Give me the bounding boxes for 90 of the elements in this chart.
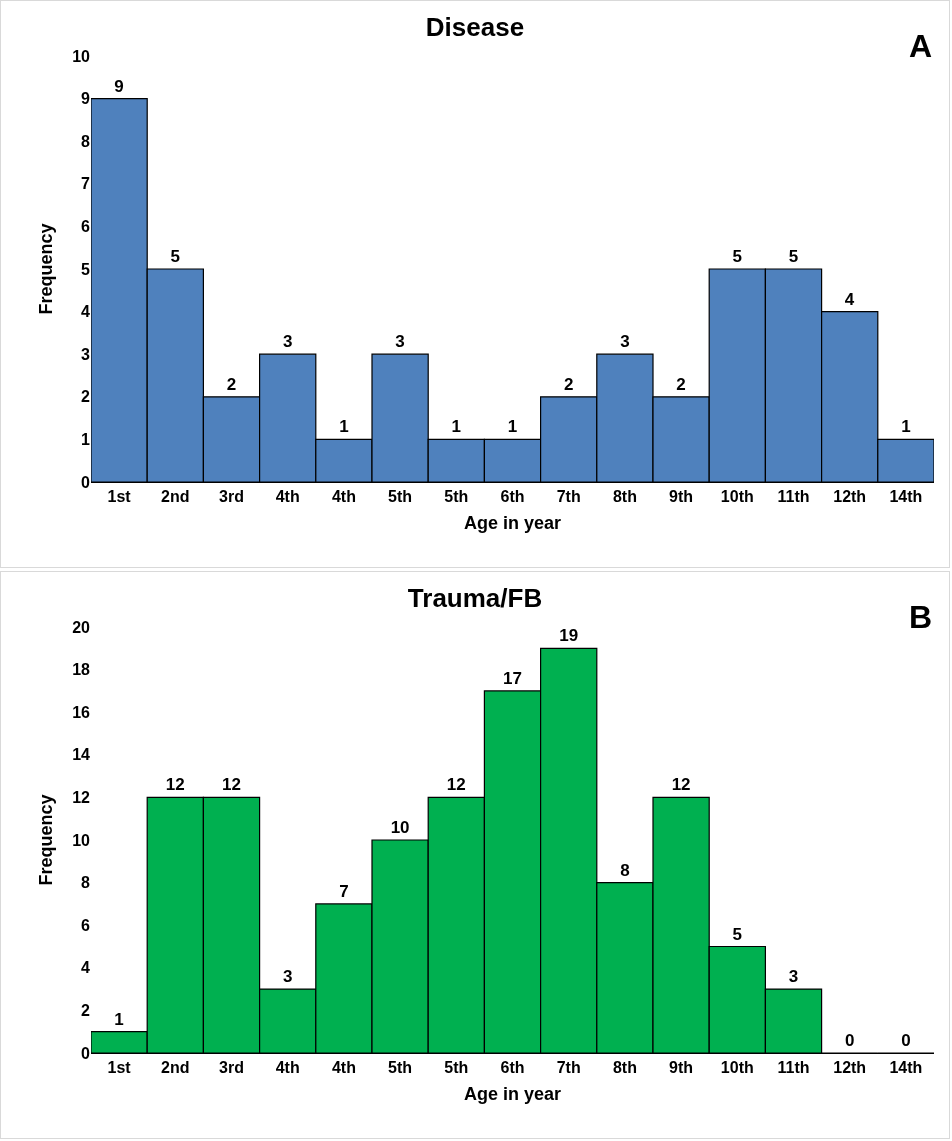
y-tick-label: 8 bbox=[81, 874, 91, 892]
chart-title: Trauma/FB bbox=[407, 583, 543, 614]
y-tick-label: 4 bbox=[81, 959, 91, 977]
data-label: 3 bbox=[620, 332, 630, 352]
x-tick-label: 4th bbox=[331, 1059, 356, 1077]
x-tick-label: 5th bbox=[444, 488, 469, 506]
y-tick-label: 18 bbox=[72, 661, 91, 679]
data-label: 0 bbox=[844, 1031, 855, 1050]
y-tick-label: 7 bbox=[81, 175, 91, 193]
data-label: 5 bbox=[170, 247, 181, 266]
chart-title: Disease bbox=[425, 12, 525, 43]
data-label: 12 bbox=[446, 775, 466, 795]
data-label: 9 bbox=[114, 76, 124, 96]
x-axis-title: Age in year bbox=[463, 1084, 562, 1105]
y-tick-label: 14 bbox=[72, 746, 91, 764]
data-label: 1 bbox=[507, 417, 518, 437]
y-tick-label: 10 bbox=[72, 47, 91, 65]
data-label: 2 bbox=[563, 374, 574, 394]
y-tick-label: 9 bbox=[81, 90, 91, 108]
data-label: 5 bbox=[732, 247, 743, 266]
data-label: 7 bbox=[339, 881, 349, 901]
x-tick-label: 12th bbox=[833, 1059, 867, 1077]
data-label: 8 bbox=[620, 860, 630, 880]
x-tick-label: 7th bbox=[556, 1059, 581, 1077]
y-tick-label: 2 bbox=[81, 1002, 91, 1019]
x-tick-label: 5th bbox=[388, 1059, 413, 1077]
data-label: 12 bbox=[165, 775, 185, 795]
data-label: 3 bbox=[395, 332, 405, 352]
x-tick-label: 3rd bbox=[219, 488, 244, 506]
x-tick-label: 6th bbox=[500, 488, 525, 506]
x-tick-label: 8th bbox=[612, 488, 637, 506]
data-label: 2 bbox=[226, 374, 237, 394]
data-label: 1 bbox=[451, 417, 462, 437]
x-tick-label: 11th bbox=[777, 1059, 810, 1077]
x-tick-label: 10th bbox=[720, 488, 754, 506]
x-tick-label: 5th bbox=[388, 488, 413, 506]
x-tick-label: 4th bbox=[331, 488, 356, 506]
y-tick-label: 5 bbox=[81, 260, 91, 278]
x-tick-label: 6th bbox=[500, 1059, 525, 1077]
y-tick-label: 0 bbox=[81, 473, 91, 491]
data-label: 1 bbox=[114, 1009, 124, 1029]
x-tick-label: 9th bbox=[669, 1059, 694, 1077]
x-tick-label: 14th bbox=[889, 1059, 923, 1077]
x-tick-label: 12th bbox=[833, 488, 867, 506]
y-axis-title: Frequency bbox=[36, 223, 57, 315]
y-tick-label: 10 bbox=[72, 831, 91, 849]
x-tick-label: 8th bbox=[612, 1059, 637, 1077]
y-tick-label: 2 bbox=[81, 388, 91, 406]
x-tick-label: 2nd bbox=[161, 488, 190, 506]
data-label: 10 bbox=[390, 818, 410, 837]
y-tick-label: 16 bbox=[72, 703, 91, 721]
annotation: B bbox=[909, 599, 933, 635]
data-label: 1 bbox=[339, 417, 349, 437]
y-tick-label: 3 bbox=[81, 345, 91, 363]
y-tick-label: 6 bbox=[81, 218, 91, 235]
x-tick-label: 4th bbox=[275, 488, 300, 506]
x-tick-label: 9th bbox=[669, 488, 694, 506]
data-label: 3 bbox=[788, 967, 799, 987]
x-tick-label: 14th bbox=[889, 488, 923, 506]
x-axis-title: Age in year bbox=[463, 513, 562, 534]
x-tick-label: 2nd bbox=[161, 1059, 190, 1077]
x-tick-label: 10th bbox=[720, 1059, 754, 1077]
x-tick-label: 11th bbox=[777, 488, 810, 506]
y-tick-label: 0 bbox=[81, 1044, 91, 1062]
y-tick-label: 20 bbox=[72, 618, 91, 636]
x-tick-label: 1st bbox=[107, 1059, 132, 1077]
data-label: 5 bbox=[788, 247, 799, 266]
y-tick-label: 6 bbox=[81, 916, 91, 934]
data-label: 0 bbox=[901, 1031, 911, 1050]
x-tick-label: 1st bbox=[107, 488, 132, 506]
data-label: 2 bbox=[676, 374, 686, 394]
data-label: 4 bbox=[844, 289, 855, 309]
data-label: 12 bbox=[671, 775, 691, 795]
annotation: A bbox=[909, 28, 933, 64]
data-label: 3 bbox=[282, 332, 293, 352]
x-tick-label: 5th bbox=[444, 1059, 469, 1077]
x-tick-label: 7th bbox=[556, 488, 581, 506]
y-tick-label: 1 bbox=[81, 431, 91, 448]
data-label: 12 bbox=[222, 775, 241, 795]
x-tick-label: 4th bbox=[275, 1059, 300, 1077]
data-label: 5 bbox=[732, 924, 743, 944]
data-label: 1 bbox=[901, 417, 911, 437]
y-tick-label: 12 bbox=[72, 789, 91, 806]
x-tick-label: 3rd bbox=[219, 1059, 244, 1077]
y-axis-title: Frequency bbox=[36, 794, 57, 886]
data-label: 17 bbox=[503, 668, 522, 688]
data-label: 3 bbox=[282, 967, 293, 987]
y-tick-label: 4 bbox=[81, 303, 91, 321]
y-tick-label: 8 bbox=[81, 132, 91, 150]
data-label: 19 bbox=[559, 626, 579, 646]
